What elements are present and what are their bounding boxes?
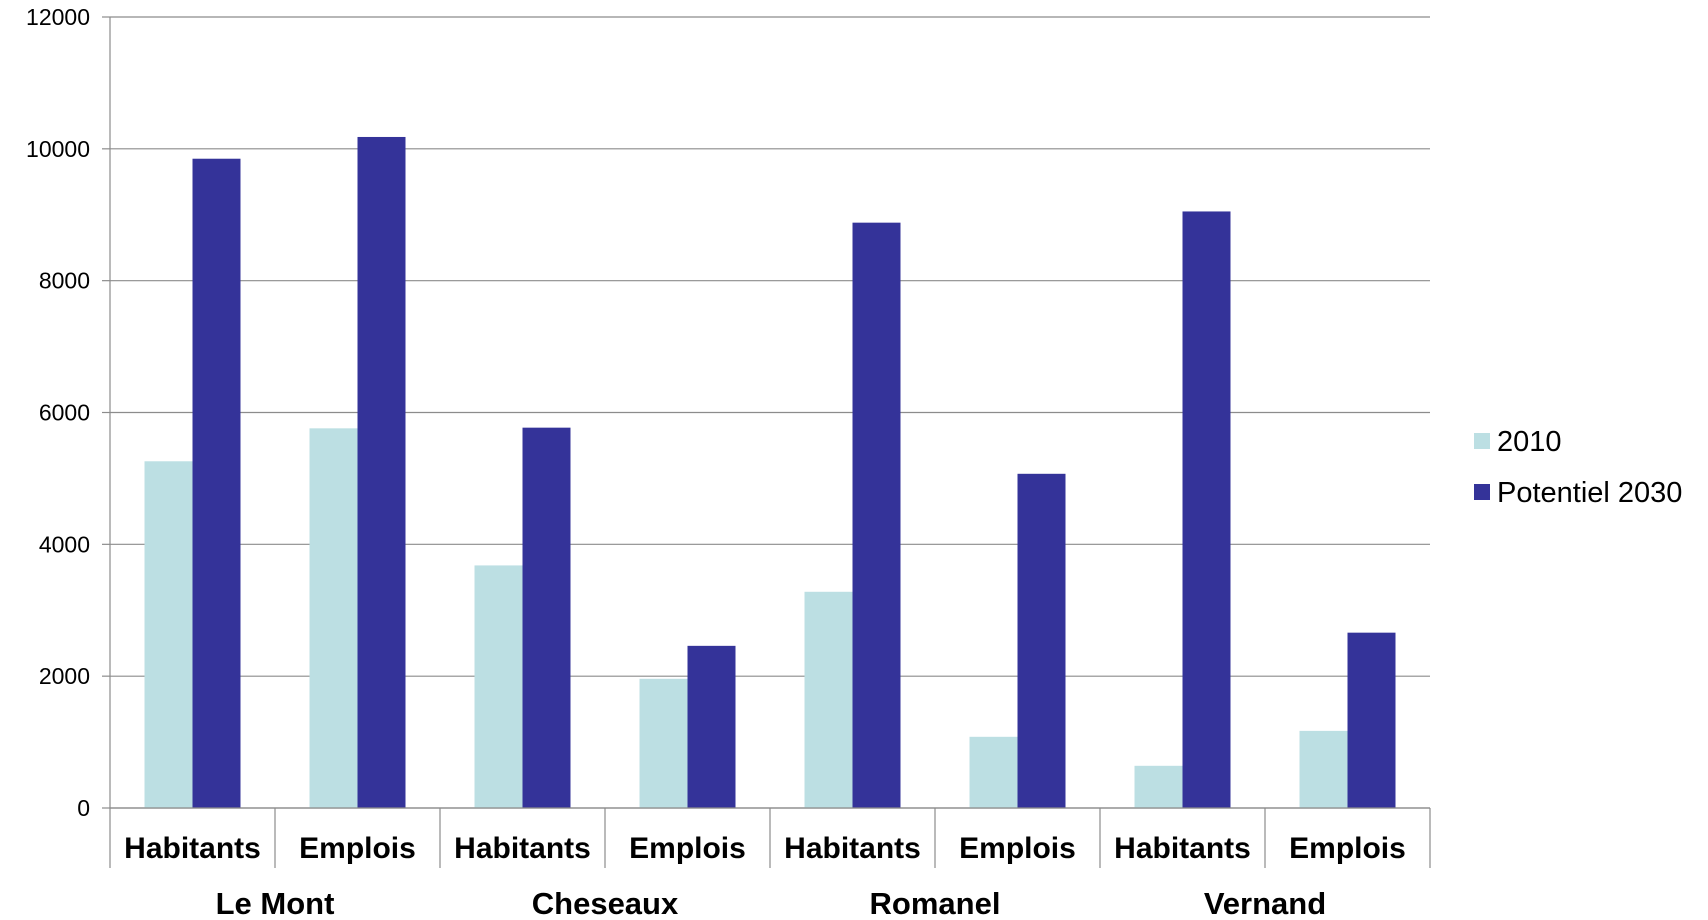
y-tick-label: 10000 [26,136,90,162]
bar-2010 [309,428,358,808]
y-tick-label: 12000 [26,4,90,30]
bar-potentiel-2030 [522,427,571,808]
y-tick-label: 0 [77,795,90,821]
x-category-label: Emplois [299,832,416,865]
legend-swatch [1474,484,1490,500]
y-tick-label: 4000 [39,531,90,557]
x-category-label: Habitants [784,832,921,865]
x-group-label: Romanel [870,886,1001,920]
bar-2010 [1299,730,1348,808]
x-category-label: Emplois [1289,832,1406,865]
legend-swatch [1474,433,1490,449]
x-group-label: Cheseaux [532,886,679,920]
bar-2010 [804,591,853,808]
x-category-label: Habitants [1114,832,1251,865]
legend-label: Potentiel 2030 [1497,477,1682,509]
legend: 2010 Potentiel 2030 [1474,426,1682,509]
bar-2010 [969,736,1018,808]
x-group-label: Le Mont [216,886,335,920]
x-category-label: Habitants [454,832,591,865]
bar-potentiel-2030 [357,136,406,809]
x-category-label: Habitants [124,832,261,865]
y-tick-label: 6000 [39,400,90,426]
y-axis: 0 2000 4000 6000 8000 10000 12000 [26,4,111,821]
bar-2010 [639,678,688,808]
bar-potentiel-2030 [1017,473,1066,808]
bar-potentiel-2030 [1182,211,1231,808]
legend-label: 2010 [1497,426,1562,458]
y-tick-label: 2000 [39,663,90,689]
x-category-label: Emplois [959,832,1076,865]
bars [144,136,1396,809]
bar-potentiel-2030 [192,158,241,809]
bar-potentiel-2030 [687,645,736,808]
bar-2010 [474,565,523,808]
x-category-label: Emplois [629,832,746,865]
bar-potentiel-2030 [852,222,901,808]
bar-potentiel-2030 [1347,632,1396,808]
x-group-label: Vernand [1204,886,1326,920]
gridlines [110,16,1430,809]
bar-2010 [1134,765,1183,808]
x-axis: Habitants Emplois Habitants Emplois Habitant… [109,807,1431,920]
bar-2010 [144,461,193,808]
y-tick-label: 8000 [39,268,90,294]
